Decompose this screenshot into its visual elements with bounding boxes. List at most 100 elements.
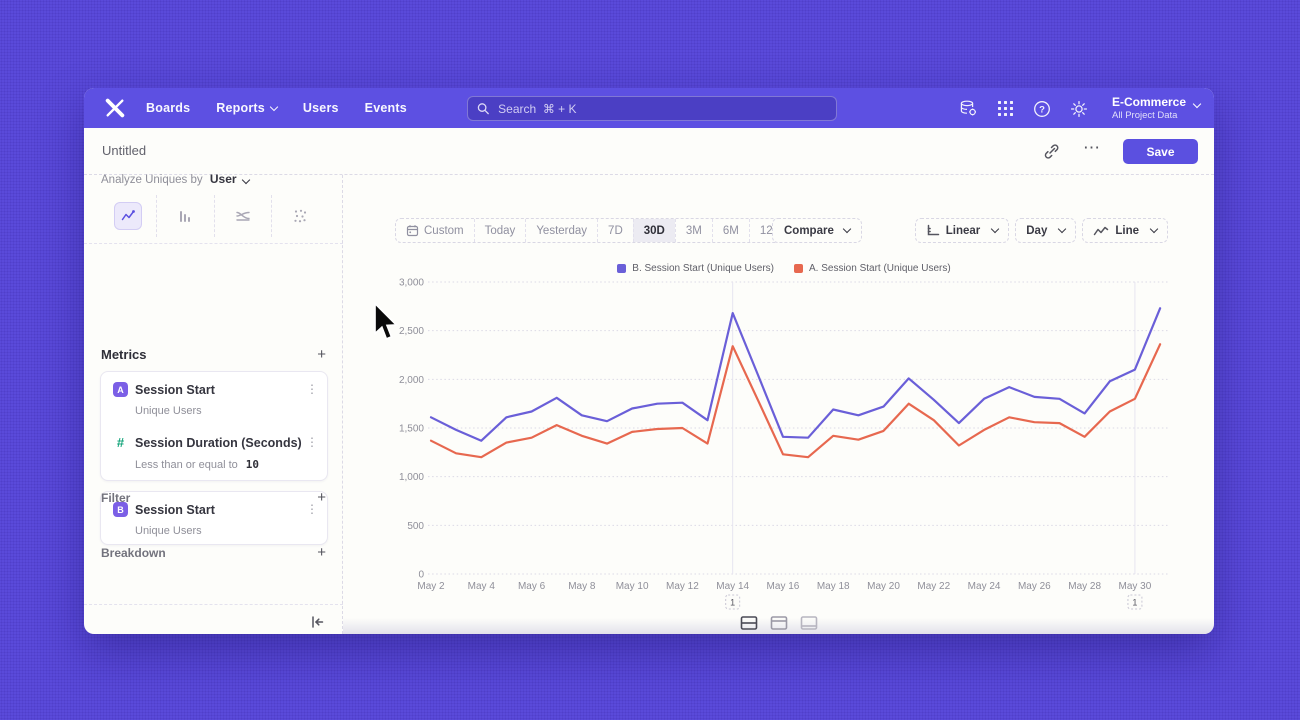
tab-scatter-chart[interactable] bbox=[270, 195, 328, 237]
app-window: Boards Reports Users Events bbox=[84, 88, 1214, 634]
report-title[interactable]: Untitled bbox=[102, 143, 147, 158]
bar-chart-icon bbox=[180, 211, 191, 222]
nav-icon-group: ? bbox=[959, 99, 1088, 118]
copy-link-icon[interactable] bbox=[1043, 143, 1060, 160]
help-icon[interactable]: ? bbox=[1033, 100, 1051, 118]
chevron-down-icon bbox=[269, 102, 279, 111]
report-titlebar: Untitled ⋯ Save bbox=[84, 128, 1214, 175]
data-management-icon[interactable] bbox=[959, 99, 978, 118]
y-axis-tick: 1,000 bbox=[399, 472, 424, 483]
chart-type-dropdown[interactable]: Line bbox=[1082, 218, 1168, 243]
range-button-yesterday[interactable]: Yesterday bbox=[525, 219, 597, 242]
x-axis-tick: May 14 bbox=[716, 581, 749, 592]
series-line-b[interactable] bbox=[429, 307, 1162, 442]
apps-grid-icon[interactable] bbox=[997, 100, 1014, 117]
y-axis-tick: 500 bbox=[407, 521, 424, 532]
range-button-custom[interactable]: Custom bbox=[396, 219, 474, 242]
nav-item-users[interactable]: Users bbox=[302, 101, 339, 115]
add-filter-button[interactable]: + bbox=[317, 489, 326, 506]
chart-panel: CustomTodayYesterday7D30D3M6M12M Compare… bbox=[343, 175, 1214, 634]
metrics-title: Metrics bbox=[101, 347, 147, 362]
metric-subtitle: Unique Users bbox=[135, 405, 202, 417]
range-button-today[interactable]: Today bbox=[473, 219, 526, 242]
metric-badge: A bbox=[113, 382, 128, 397]
project-name: E-Commerce bbox=[1112, 95, 1187, 109]
interval-dropdown[interactable]: Day bbox=[1015, 218, 1077, 243]
analyze-uniques-row: Analyze Uniques by User bbox=[101, 172, 250, 186]
legend-item[interactable]: B. Session Start (Unique Users) bbox=[617, 263, 774, 274]
y-axis-tick: 2,000 bbox=[399, 375, 424, 386]
x-axis-tick: May 26 bbox=[1018, 581, 1051, 592]
project-selector[interactable]: E-Commerce All Project Data bbox=[1112, 95, 1186, 121]
metric-options-kebab-icon[interactable]: ⋮ bbox=[306, 435, 318, 449]
search-input[interactable] bbox=[496, 100, 827, 117]
range-button-3m[interactable]: 3M bbox=[674, 219, 712, 242]
breakdown-label: Breakdown bbox=[101, 545, 166, 560]
chevron-down-icon bbox=[1192, 99, 1202, 109]
svg-text:1: 1 bbox=[1132, 598, 1137, 608]
metric-badge: B bbox=[113, 502, 128, 517]
filter-label: Filter bbox=[101, 490, 131, 505]
settings-gear-icon[interactable] bbox=[1070, 100, 1088, 118]
nav-item-boards[interactable]: Boards bbox=[146, 101, 191, 115]
nav-item-events[interactable]: Events bbox=[364, 101, 407, 115]
y-axis-tick: 0 bbox=[418, 570, 424, 581]
annotation-badge[interactable]: 1 bbox=[725, 594, 741, 610]
x-axis-tick: May 22 bbox=[917, 581, 950, 592]
save-button[interactable]: Save bbox=[1123, 139, 1198, 164]
metric-card[interactable]: B Session Start ⋮ Unique Users bbox=[100, 491, 328, 545]
range-button-7d[interactable]: 7D bbox=[597, 219, 633, 242]
metric-sub-value[interactable]: 10 bbox=[245, 458, 259, 471]
metric-badge: # bbox=[116, 435, 125, 450]
x-axis-tick: May 8 bbox=[568, 581, 596, 592]
collapse-sidebar-icon[interactable] bbox=[310, 615, 325, 629]
nav-menu: Boards Reports Users Events bbox=[146, 88, 407, 128]
x-axis-tick: May 4 bbox=[468, 581, 496, 592]
search-box[interactable] bbox=[467, 96, 837, 121]
tab-line-chart[interactable] bbox=[100, 195, 156, 237]
series-line-a[interactable] bbox=[429, 343, 1162, 459]
query-sidebar: Analyze Uniques by User bbox=[84, 172, 343, 634]
scale-dropdown[interactable]: Linear bbox=[914, 218, 1010, 243]
line-chart-canvas[interactable]: 0 500 1,000 1,500 2,000 2,500 3,000 1 1 May 2 May … bbox=[384, 268, 1184, 623]
x-axis-tick: May 18 bbox=[817, 581, 850, 592]
range-button-6m[interactable]: 6M bbox=[711, 219, 749, 242]
scatter-chart-icon bbox=[294, 209, 306, 223]
divider bbox=[84, 243, 343, 244]
chevron-down-icon bbox=[241, 175, 250, 185]
divider bbox=[84, 604, 343, 605]
svg-text:1: 1 bbox=[730, 598, 735, 608]
legend-item[interactable]: A. Session Start (Unique Users) bbox=[794, 263, 951, 274]
project-scope: All Project Data bbox=[1112, 110, 1178, 121]
annotation-badge[interactable]: 1 bbox=[1127, 594, 1143, 610]
tab-bar-chart[interactable] bbox=[156, 195, 213, 237]
metric-name: Session Duration (Seconds) bbox=[135, 436, 302, 450]
metric-options-kebab-icon[interactable]: ⋮ bbox=[306, 502, 318, 516]
layout-top-icon[interactable] bbox=[769, 615, 788, 631]
analyze-label: Analyze Uniques by bbox=[101, 174, 203, 186]
filter-section: Filter + bbox=[101, 490, 326, 505]
mixpanel-logo-icon[interactable] bbox=[104, 97, 126, 119]
x-axis-tick: May 28 bbox=[1068, 581, 1101, 592]
metric-card[interactable]: A Session Start ⋮ Unique Users # Session Dura… bbox=[100, 371, 328, 481]
legend-swatch bbox=[617, 264, 627, 273]
metric-options-kebab-icon[interactable]: ⋮ bbox=[306, 382, 318, 396]
calendar-icon bbox=[406, 225, 419, 237]
layout-toggle-group bbox=[739, 615, 818, 631]
x-axis-tick: May 6 bbox=[518, 581, 546, 592]
compare-button[interactable]: Compare bbox=[772, 218, 862, 243]
layout-split-icon[interactable] bbox=[739, 615, 758, 631]
layout-bottom-icon[interactable] bbox=[799, 615, 818, 631]
nav-item-reports[interactable]: Reports bbox=[216, 101, 279, 115]
range-button-30d[interactable]: 30D bbox=[632, 219, 675, 242]
analyze-value-dropdown[interactable]: User bbox=[210, 172, 250, 186]
legend-label: A. Session Start (Unique Users) bbox=[809, 263, 951, 274]
more-actions-button[interactable]: ⋯ bbox=[1083, 138, 1101, 157]
tab-flow-chart[interactable] bbox=[213, 195, 271, 237]
search-icon bbox=[477, 103, 489, 115]
add-metric-button[interactable]: + bbox=[317, 346, 326, 363]
add-breakdown-button[interactable]: + bbox=[317, 544, 326, 561]
x-axis-tick: May 16 bbox=[767, 581, 800, 592]
svg-text:?: ? bbox=[1039, 104, 1045, 115]
y-axis-tick: 2,500 bbox=[399, 326, 424, 337]
